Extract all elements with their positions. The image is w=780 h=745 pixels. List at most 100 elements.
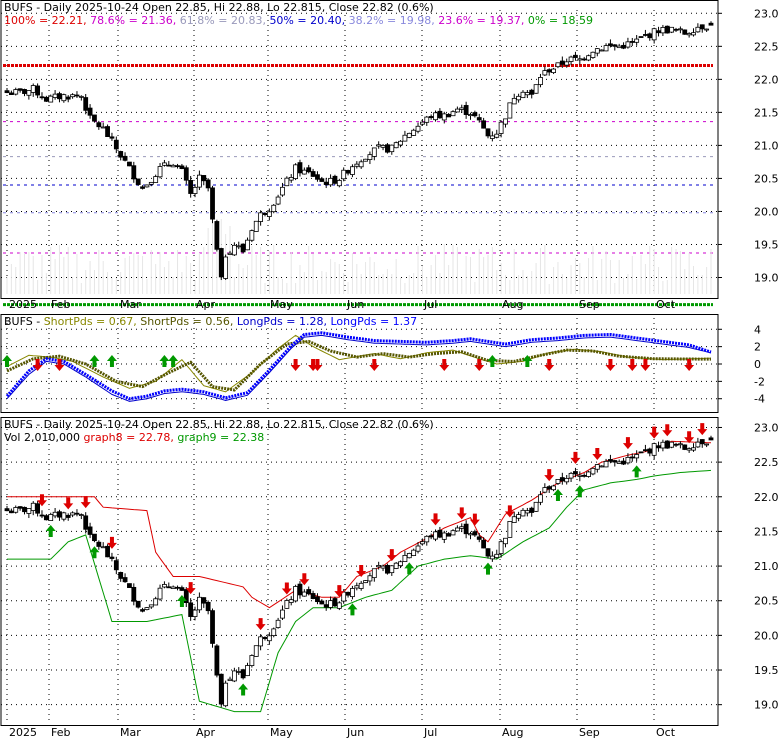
- oscillator-up-arrow: [106, 355, 117, 367]
- price-candle: [30, 85, 36, 93]
- price-candle: [669, 26, 675, 33]
- price-ytick-label: 21.5: [754, 106, 779, 119]
- stops-xtick-label: Oct: [656, 726, 676, 739]
- oscillator-ytick-label: 4: [754, 323, 761, 336]
- price-candle: [406, 132, 412, 138]
- price-candle: [581, 58, 587, 61]
- stops-candle: [109, 556, 115, 559]
- stops-down-arrow: [281, 582, 292, 595]
- oscillator-series-line: [6, 339, 711, 392]
- stops-up-arrow: [574, 485, 585, 498]
- fibonacci-levels: [3, 63, 713, 307]
- stops-candle: [420, 541, 425, 545]
- price-candle: [240, 243, 246, 253]
- price-panel-legend: BUFS - Daily 2025-10-24 Open 22.85, Hi 2…: [4, 1, 434, 14]
- price-candle: [105, 126, 110, 137]
- price-candle: [590, 51, 596, 58]
- price-candle: [65, 96, 71, 100]
- stops-candle: [673, 443, 679, 446]
- price-candle: [258, 212, 264, 222]
- stops-down-arrow: [544, 469, 555, 482]
- price-candle: [162, 162, 167, 166]
- price-candle: [288, 177, 294, 181]
- stops-y-axis: 23.0 22.5 22.0 21.5 21.0 20.5 20.0 19.5 19.0: [718, 421, 779, 712]
- stops-candle: [210, 610, 215, 644]
- stops-candle: [660, 441, 666, 449]
- stops-candle: [564, 477, 570, 483]
- stops-up-arrow: [45, 524, 56, 537]
- oscillator-up-arrow: [89, 355, 100, 367]
- stops-candle: [511, 516, 517, 523]
- stops-down-arrow: [299, 573, 310, 586]
- stops-candle: [616, 461, 622, 464]
- stops-candle: [135, 600, 141, 608]
- price-candle: [599, 49, 605, 52]
- stops-candle: [153, 598, 159, 606]
- price-candle: [166, 164, 172, 167]
- price-candle: [336, 180, 342, 187]
- stops-xtick-label: Jul: [423, 726, 437, 739]
- stops-ytick-label: 21.5: [754, 525, 779, 538]
- price-candle: [468, 114, 473, 117]
- price-candle: [297, 162, 303, 174]
- price-candle: [398, 140, 403, 146]
- stops-candle: [573, 471, 578, 475]
- price-candle: [660, 27, 666, 34]
- stops-down-arrow: [684, 431, 695, 444]
- stops-xtick-label: Aug: [502, 726, 523, 739]
- stops-candle: [223, 682, 229, 707]
- stops-candle: [485, 548, 491, 557]
- stops-candle: [332, 598, 338, 607]
- stops-up-arrow: [631, 465, 642, 478]
- price-candle: [323, 181, 329, 185]
- stops-candle: [691, 447, 696, 451]
- price-candle: [524, 92, 530, 96]
- oscillator-legend-item: LongPds = 1.37: [330, 315, 417, 328]
- stops-xtick-label: Mar: [120, 726, 141, 739]
- stops-up-arrow: [238, 683, 249, 696]
- stops-candle: [87, 526, 93, 535]
- price-candle: [428, 116, 434, 119]
- price-candle: [363, 158, 368, 162]
- stops-ytick-label: 23.0: [754, 421, 779, 434]
- price-candle: [507, 102, 513, 119]
- stops-candle: [127, 583, 132, 588]
- price-candle: [433, 112, 438, 121]
- price-candle: [446, 114, 452, 118]
- stops-candle: [48, 514, 54, 522]
- stops-legend-item: graph9 = 22.38: [177, 431, 264, 444]
- oscillator-ytick-label: 2: [754, 341, 761, 354]
- oscillator-legend-item: ShortPds = 0.67,: [44, 315, 141, 328]
- stops-candle: [8, 510, 14, 514]
- price-candle: [573, 54, 578, 58]
- price-candle: [564, 61, 570, 66]
- price-candle: [127, 161, 132, 167]
- stops-candle: [559, 477, 565, 482]
- stops-down-arrow: [430, 513, 441, 526]
- price-candle: [26, 90, 32, 96]
- stops-candle: [398, 561, 403, 567]
- stops-candle: [468, 533, 473, 536]
- price-candle: [503, 118, 508, 125]
- price-ytick-label: 19.5: [754, 238, 779, 251]
- price-candle: [424, 116, 430, 123]
- price-candle: [586, 55, 591, 61]
- price-ytick-label: 20.5: [754, 172, 779, 185]
- fibonacci-legend-item: 23.6% = 19.37,: [438, 14, 528, 27]
- stops-ytick-label: 22.0: [754, 491, 779, 504]
- price-xtick-label: 2025: [9, 298, 37, 311]
- price-xtick-label: Feb: [51, 298, 70, 311]
- stops-legend-item: graph8 = 22.78,: [83, 431, 177, 444]
- oscillator-ytick-label: 0: [754, 358, 761, 371]
- price-candle: [345, 170, 351, 174]
- stops-candle: [433, 531, 438, 540]
- stops-ytick-label: 21.0: [754, 560, 779, 573]
- price-candle: [647, 33, 653, 39]
- stops-candle: [266, 635, 272, 642]
- stops-candle: [166, 586, 172, 589]
- stops-candle: [402, 555, 408, 562]
- stops-candle: [651, 443, 657, 456]
- oscillator-arrows: [2, 355, 695, 371]
- stops-candle: [350, 588, 355, 598]
- price-candle: [498, 121, 504, 134]
